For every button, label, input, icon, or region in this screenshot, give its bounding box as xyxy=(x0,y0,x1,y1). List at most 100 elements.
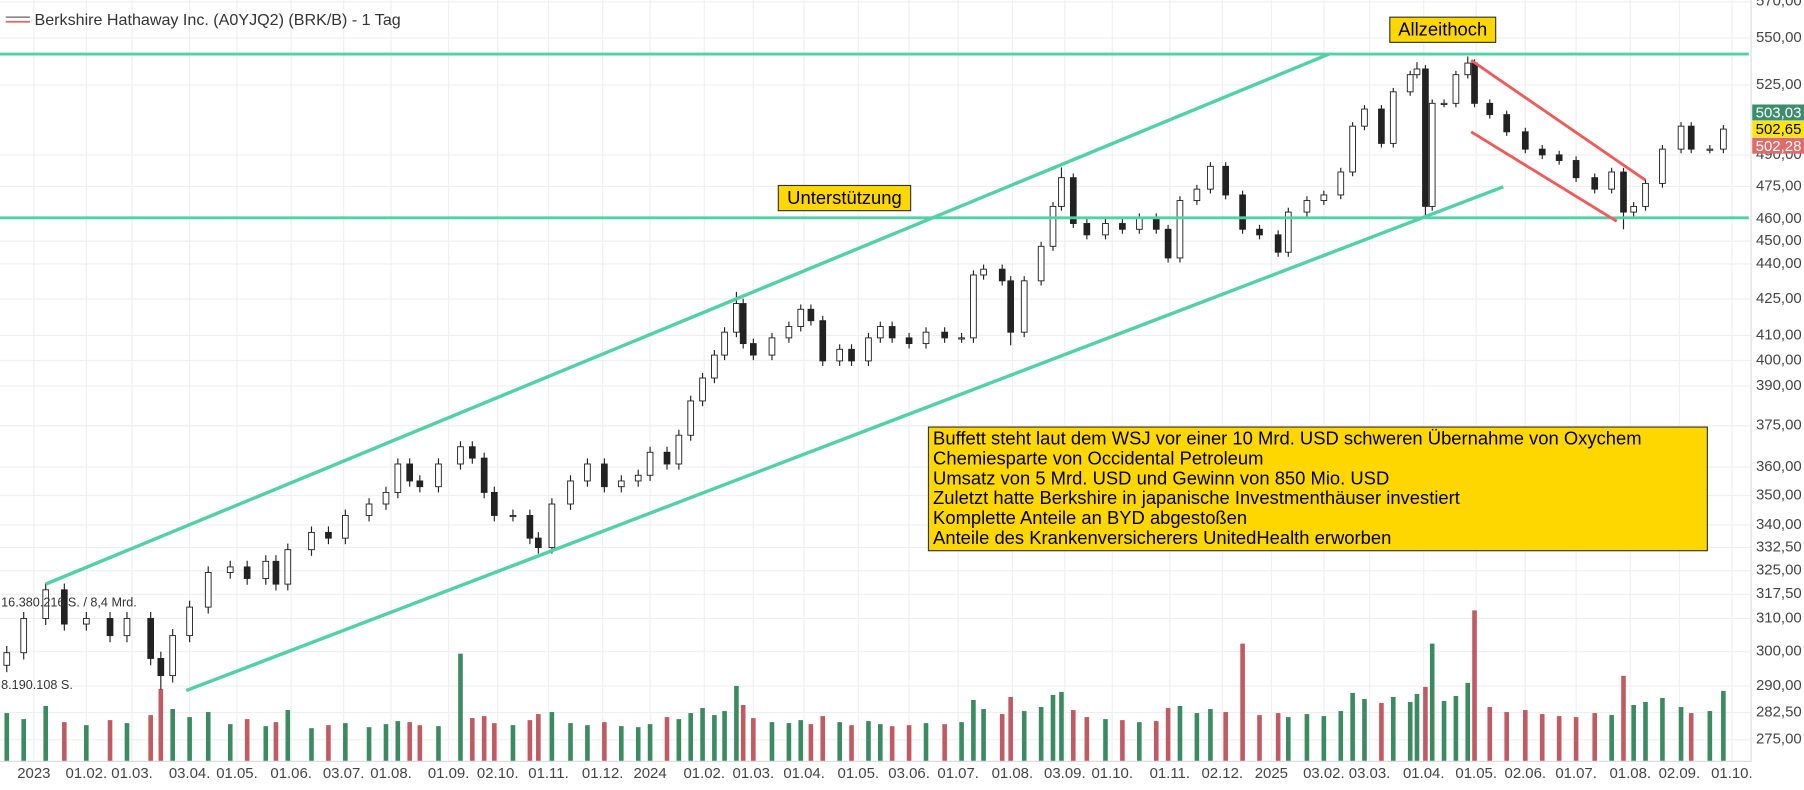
y-tick-label: 400,00 xyxy=(1756,351,1802,368)
x-tick-label: 02.10. xyxy=(477,765,519,782)
candle-body xyxy=(750,343,757,356)
candle-body xyxy=(797,308,805,327)
candle-body xyxy=(634,474,642,482)
volume-bar xyxy=(1137,722,1142,762)
candle-body xyxy=(394,463,402,493)
volume-bar xyxy=(1423,686,1428,762)
volume-bar xyxy=(1338,711,1344,762)
x-tick-label: 01.08. xyxy=(1609,765,1651,782)
y-tick-label: 390,00 xyxy=(1756,377,1802,394)
volume-bar xyxy=(492,723,497,762)
y-tick-label: 525,00 xyxy=(1756,76,1802,93)
candle-body xyxy=(1687,125,1695,150)
y-tick-label: 275,00 xyxy=(1756,731,1802,748)
x-tick-label: 01.08. xyxy=(370,765,412,782)
volume-bar xyxy=(1008,696,1013,762)
annotation-label: Allzeithoch xyxy=(1398,19,1487,40)
volume-bar xyxy=(263,726,269,762)
volume-bar xyxy=(148,715,153,762)
candle-body xyxy=(1608,171,1615,190)
volume-bar xyxy=(981,709,986,762)
trend-line xyxy=(1470,130,1618,223)
volume-bar xyxy=(205,712,211,762)
candle-body xyxy=(490,491,498,516)
volume-bar xyxy=(244,719,250,762)
volume-bar xyxy=(124,723,130,762)
volume-bar xyxy=(62,722,67,762)
candle-body xyxy=(711,354,718,379)
y-tick-label: 450,00 xyxy=(1756,232,1802,249)
volume-bar xyxy=(1721,690,1726,762)
candle-body xyxy=(1152,217,1160,230)
note-line: Komplette Anteile an BYD abgestoßen xyxy=(933,507,1247,528)
candle-body xyxy=(1083,223,1091,236)
volume-bar xyxy=(786,723,792,762)
volume-bar xyxy=(1660,697,1665,762)
volume-bar xyxy=(635,727,641,762)
x-tick-label: 01.02. xyxy=(683,765,725,782)
candle-body xyxy=(980,268,987,276)
volume-bar xyxy=(1165,708,1171,762)
candle-layer xyxy=(3,56,1727,690)
candle-body xyxy=(998,268,1006,282)
candle-body xyxy=(675,434,683,465)
volume-tick-label: 16.380.216 S. / 8,4 Mrd. xyxy=(1,596,137,610)
x-tick-label: 01.12. xyxy=(582,765,624,782)
volume-bar xyxy=(1678,707,1684,762)
volume-bar xyxy=(585,725,590,762)
x-tick-label: 01.11. xyxy=(528,765,568,782)
candle-body xyxy=(721,331,728,356)
candle-body xyxy=(1378,108,1385,144)
x-tick-label: 01.02. xyxy=(66,765,108,782)
volume-bar xyxy=(1362,698,1367,762)
candle-body xyxy=(865,337,872,362)
candle-body xyxy=(1193,188,1201,202)
candle-body xyxy=(365,503,373,516)
volume-bar xyxy=(688,713,694,762)
candle-body xyxy=(325,531,332,539)
candle-body xyxy=(970,274,977,339)
x-tick-label: 01.07. xyxy=(937,765,979,782)
candle-body xyxy=(1176,200,1184,259)
y-tick-label: 375,00 xyxy=(1756,417,1802,434)
volume-bar xyxy=(343,723,348,762)
volume-bar xyxy=(1120,720,1125,762)
candle-body xyxy=(1642,182,1649,207)
volume-bar xyxy=(1465,682,1471,762)
candle-body xyxy=(1720,128,1727,150)
volume-bar xyxy=(1208,709,1213,762)
x-tick-label: 02.12. xyxy=(1202,765,1244,782)
candle-body xyxy=(480,457,488,493)
x-tick-label: 01.03. xyxy=(111,765,153,782)
candle-body xyxy=(1440,102,1448,105)
volume-bar xyxy=(1059,691,1064,762)
price-tag xyxy=(1752,104,1804,121)
volume-bar xyxy=(170,709,175,762)
trend-line xyxy=(1470,59,1647,182)
x-tick-label: 2024 xyxy=(633,765,666,782)
y-tick-label: 290,00 xyxy=(1756,677,1802,694)
candle-body xyxy=(1020,280,1028,333)
volume-bar xyxy=(959,722,964,762)
x-tick-label: 01.04. xyxy=(783,765,825,782)
candle-body xyxy=(106,618,114,637)
volume-bar xyxy=(1084,717,1090,762)
price-tag xyxy=(1752,137,1804,154)
price-tag xyxy=(1752,121,1804,138)
volume-layer xyxy=(4,610,1726,762)
overlay-layer: Allzeithoch Unterstützung Buffett steht la… xyxy=(0,16,1749,693)
candle-body xyxy=(876,326,884,339)
volume-bar xyxy=(1321,716,1327,762)
grid xyxy=(0,0,1752,762)
x-tick-label: 01.05. xyxy=(216,765,258,782)
candle-body xyxy=(1706,148,1714,151)
volume-bar xyxy=(1304,714,1310,762)
candle-body xyxy=(699,377,706,402)
candle-body xyxy=(1677,125,1685,150)
volume-bar xyxy=(602,722,607,762)
candle-body xyxy=(1422,68,1429,207)
volume-bar xyxy=(1573,717,1579,762)
candle-body xyxy=(1337,171,1345,196)
candle-body xyxy=(807,308,815,322)
